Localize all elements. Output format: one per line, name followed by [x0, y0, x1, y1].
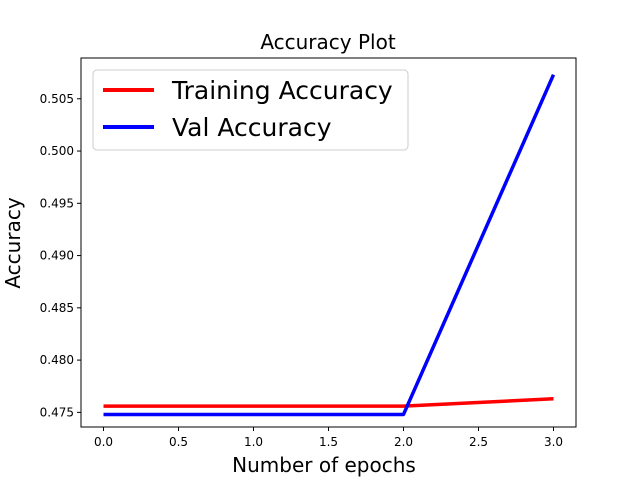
x-tick-label: 1.5: [319, 435, 338, 449]
legend: Training Accuracy Val Accuracy: [92, 69, 409, 151]
x-axis: 0.0 0.5 1.0 1.5 2.0 2.5 3.0: [94, 427, 563, 449]
x-tick-label: 2.5: [469, 435, 488, 449]
y-tick-label: 0.485: [40, 301, 74, 315]
x-tick-label: 3.0: [544, 435, 563, 449]
legend-box: [92, 69, 409, 151]
y-axis: 0.475 0.480 0.485 0.490 0.495 0.500 0.505: [40, 92, 81, 419]
chart-title: Accuracy Plot: [260, 30, 396, 54]
x-tick-label: 2.0: [394, 435, 413, 449]
legend-label-val-accuracy: Val Accuracy: [172, 113, 332, 142]
y-tick-label: 0.475: [40, 405, 74, 419]
y-tick-label: 0.505: [40, 92, 74, 106]
y-tick-label: 0.490: [40, 249, 74, 263]
series-line-val-accuracy: [103, 74, 556, 417]
series-line-training-accuracy: [103, 397, 554, 408]
x-tick-label: 0.5: [169, 435, 188, 449]
x-tick-label: 1.0: [244, 435, 263, 449]
x-axis-title: Number of epochs: [232, 453, 416, 477]
series-layer: [103, 74, 556, 417]
y-tick-label: 0.495: [40, 196, 74, 210]
y-tick-label: 0.500: [40, 144, 74, 158]
y-tick-label: 0.480: [40, 353, 74, 367]
legend-label-training-accuracy: Training Accuracy: [171, 76, 393, 105]
y-axis-title: Accuracy: [1, 197, 25, 288]
x-tick-label: 0.0: [94, 435, 113, 449]
